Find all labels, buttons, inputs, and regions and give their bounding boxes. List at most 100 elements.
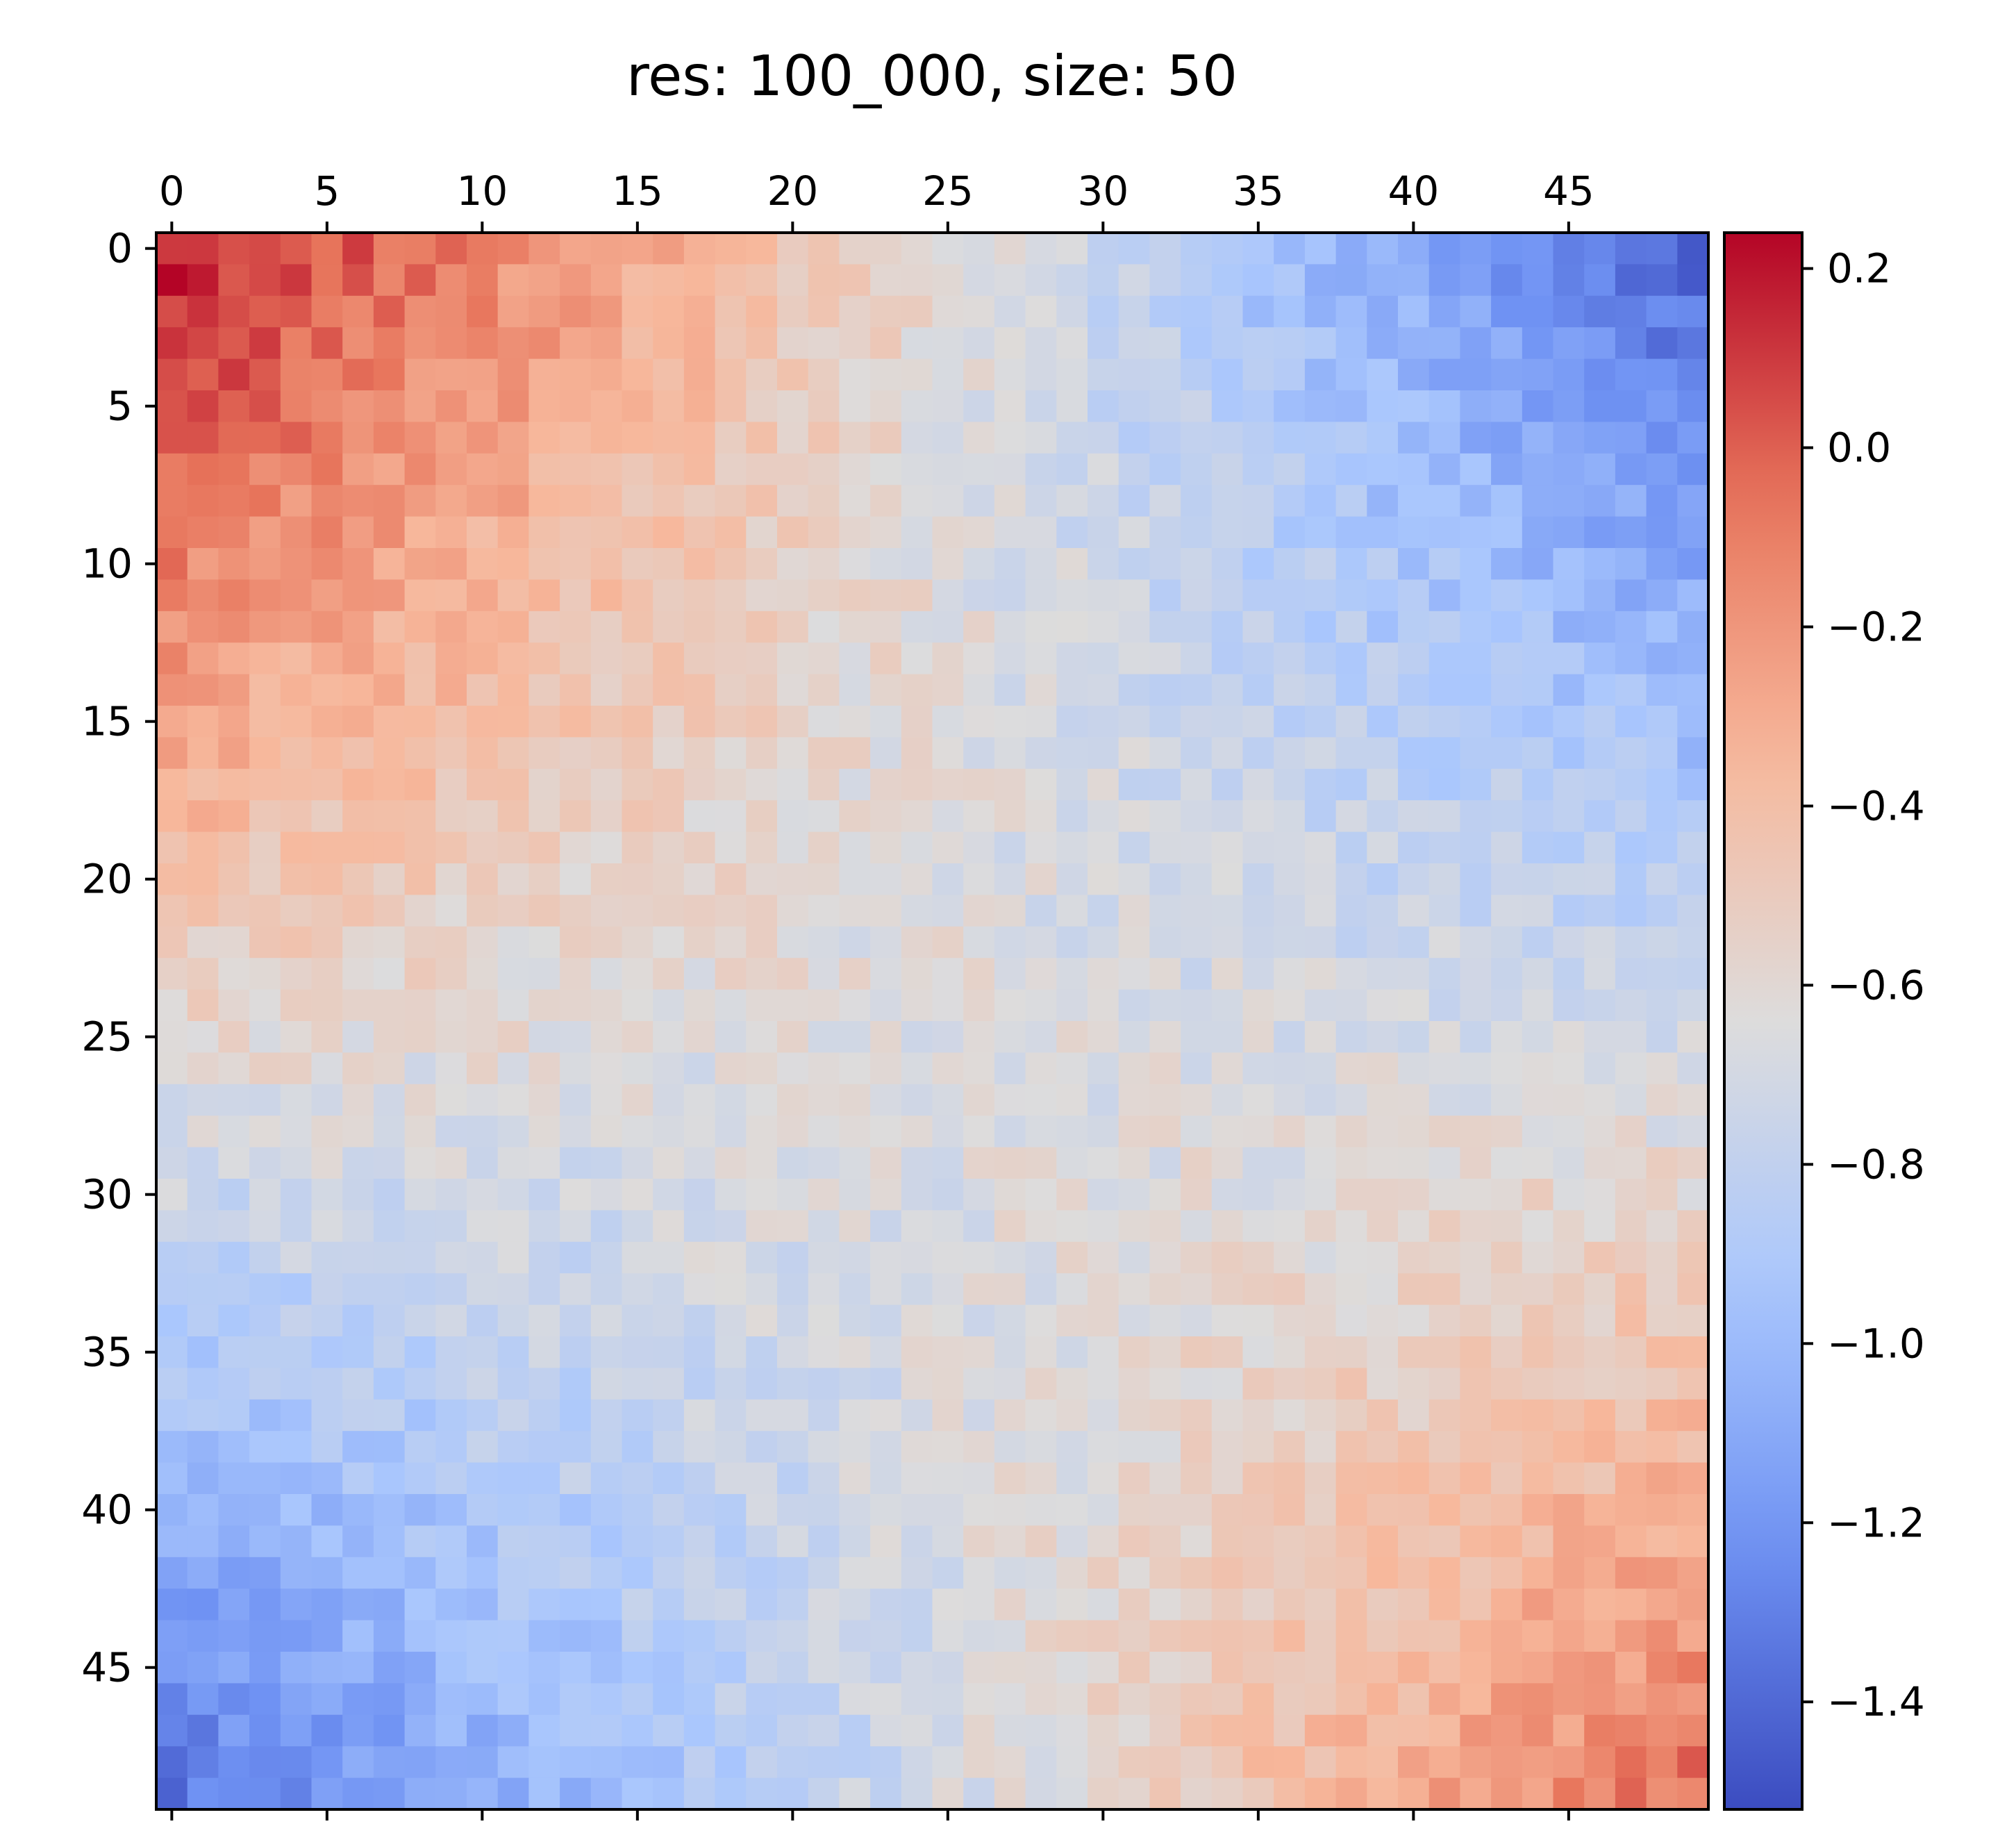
heatmap-cell	[839, 1777, 871, 1810]
heatmap-cell	[1274, 1304, 1306, 1337]
heatmap-cell	[1118, 1336, 1150, 1368]
heatmap-cell	[1677, 1304, 1709, 1337]
heatmap-cell	[932, 1714, 964, 1747]
heatmap-cell	[808, 390, 840, 422]
heatmap-cell	[528, 1241, 560, 1274]
heatmap-cell	[1491, 1494, 1523, 1526]
heatmap-cell	[1646, 1431, 1678, 1463]
heatmap-cell	[808, 642, 840, 675]
heatmap-cell	[1274, 1652, 1306, 1684]
heatmap-cell	[187, 264, 219, 297]
heatmap-cell	[590, 1336, 623, 1368]
heatmap-cell	[1398, 453, 1430, 486]
heatmap-cell	[1460, 768, 1492, 801]
heatmap-cell	[373, 422, 406, 454]
heatmap-cell	[1335, 1494, 1367, 1526]
heatmap-cell	[1460, 1714, 1492, 1747]
heatmap-cell	[1088, 737, 1119, 770]
heatmap-cell	[1056, 327, 1088, 360]
heatmap-cell	[901, 1336, 933, 1368]
heatmap-cell	[746, 233, 778, 265]
heatmap-cell	[746, 831, 778, 864]
heatmap-cell	[1056, 1494, 1088, 1526]
heatmap-cell	[1553, 706, 1585, 738]
heatmap-cell	[1491, 1241, 1523, 1274]
heatmap-cell	[1149, 453, 1181, 486]
heatmap-cell	[497, 1620, 529, 1652]
heatmap-cell	[1149, 895, 1181, 927]
heatmap-cell	[808, 1084, 840, 1116]
heatmap-cell	[839, 895, 871, 927]
heatmap-cell	[1211, 1115, 1244, 1148]
heatmap-cell	[528, 958, 560, 990]
heatmap-cell	[1367, 863, 1399, 895]
heatmap-cell	[746, 453, 778, 486]
heatmap-cell	[1304, 611, 1337, 643]
heatmap-cell	[777, 1304, 809, 1337]
heatmap-cell	[342, 642, 374, 675]
heatmap-cell	[622, 642, 653, 675]
heatmap-cell	[1584, 706, 1616, 738]
heatmap-cell	[1211, 327, 1244, 360]
heatmap-cell	[932, 1589, 964, 1621]
heatmap-cell	[373, 1777, 406, 1810]
heatmap-cell	[932, 548, 964, 580]
heatmap-cell	[901, 1052, 933, 1085]
heatmap-cell	[404, 989, 436, 1022]
heatmap-cell	[1181, 1273, 1213, 1306]
heatmap-cell	[932, 1557, 964, 1589]
heatmap-cell	[373, 895, 406, 927]
heatmap-cell	[156, 674, 188, 706]
heatmap-cell	[342, 233, 374, 265]
heatmap-cell	[467, 1368, 499, 1400]
heatmap-cell	[1304, 1241, 1337, 1274]
heatmap-cell	[715, 548, 747, 580]
heatmap-cell	[311, 485, 343, 517]
heatmap-cell	[715, 1273, 747, 1306]
heatmap-cell	[311, 863, 343, 895]
heatmap-cell	[249, 358, 281, 391]
heatmap-cell	[1181, 706, 1213, 738]
heatmap-cell	[1274, 1589, 1306, 1621]
plot-frame	[155, 231, 1710, 1811]
heatmap-cell	[1211, 1052, 1244, 1085]
heatmap-cell	[1181, 548, 1213, 580]
heatmap-cell	[1274, 611, 1306, 643]
heatmap-cell	[870, 768, 902, 801]
heatmap-cell	[715, 1652, 747, 1684]
heatmap-cell	[994, 768, 1026, 801]
heatmap-cell	[1677, 674, 1709, 706]
heatmap-cell	[1428, 1399, 1460, 1432]
heatmap-cell	[1335, 1084, 1367, 1116]
heatmap-cell	[808, 800, 840, 833]
heatmap-cell	[1335, 1589, 1367, 1621]
heatmap-cell	[1274, 642, 1306, 675]
heatmap-cell	[528, 926, 560, 959]
heatmap-cell	[932, 233, 964, 265]
heatmap-cell	[1646, 1399, 1678, 1432]
heatmap-cell	[1304, 1525, 1337, 1558]
heatmap-cell	[1274, 264, 1306, 297]
colorbar-tick-label: −1.2	[1827, 1499, 1925, 1546]
heatmap-cell	[1149, 989, 1181, 1022]
heatmap-cell	[156, 422, 188, 454]
heatmap-cell	[1460, 958, 1492, 990]
heatmap-cell	[1242, 1462, 1274, 1495]
heatmap-cell	[808, 233, 840, 265]
heatmap-cell	[746, 1620, 778, 1652]
heatmap-cell	[1118, 579, 1150, 612]
heatmap-cell	[467, 737, 499, 770]
heatmap-cell	[683, 706, 716, 738]
heatmap-cell	[1677, 1147, 1709, 1179]
heatmap-cell	[1428, 1494, 1460, 1526]
heatmap-cell	[870, 516, 902, 549]
heatmap-cell	[1181, 327, 1213, 360]
heatmap-cell	[1398, 737, 1430, 770]
heatmap-cell	[1118, 1683, 1150, 1716]
heatmap-cell	[1677, 895, 1709, 927]
heatmap-cell	[1335, 453, 1367, 486]
heatmap-cell	[1149, 706, 1181, 738]
heatmap-cell	[187, 1021, 219, 1053]
heatmap-cell	[1181, 1115, 1213, 1148]
heatmap-cell	[249, 989, 281, 1022]
